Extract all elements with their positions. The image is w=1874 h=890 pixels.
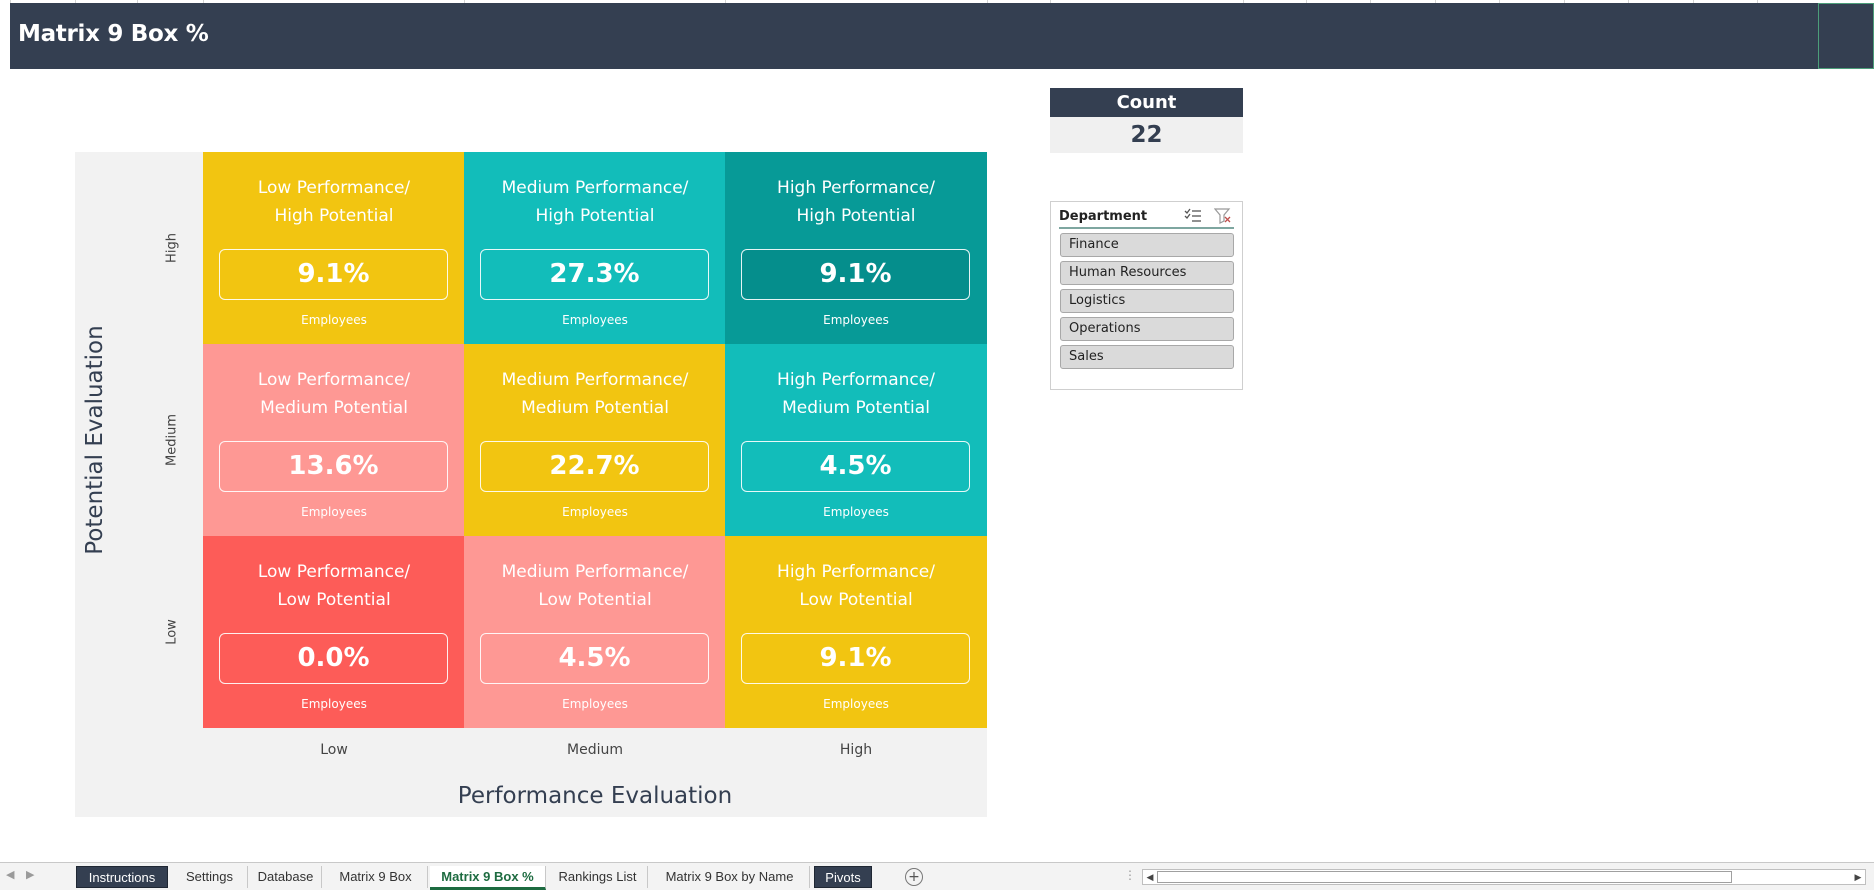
column-gridline (464, 0, 465, 3)
tab-database[interactable]: Database (250, 866, 322, 888)
cell-percentage: 0.0% (219, 633, 448, 684)
column-gridline (1499, 0, 1500, 3)
page-title: Matrix 9 Box % (18, 21, 209, 47)
tab-settings[interactable]: Settings (172, 866, 248, 888)
column-gridline (1693, 0, 1694, 3)
slicer-item-logistics[interactable]: Logistics (1060, 289, 1234, 313)
matrix-cell-med-perf-med-pot[interactable]: Medium Performance/ Medium Potential 22.… (464, 344, 726, 536)
column-gridline (1370, 0, 1371, 3)
column-gridline (1050, 0, 1051, 3)
cell-title: Medium Performance/ Medium Potential (501, 370, 689, 418)
tab-splitter-handle[interactable]: ⋮ (1124, 868, 1136, 882)
cell-percentage: 22.7% (480, 441, 709, 492)
cell-caption: Employees (301, 313, 367, 327)
scrollbar-thumb[interactable] (1157, 871, 1732, 883)
matrix-cell-low-perf-low-pot[interactable]: Low Performance/ Low Potential 0.0% Empl… (203, 536, 465, 728)
x-tick-medium: Medium (567, 742, 623, 758)
matrix-cell-high-perf-med-pot[interactable]: High Performance/ Medium Potential 4.5% … (725, 344, 987, 536)
column-gridline (725, 0, 726, 3)
column-gridline (1243, 0, 1244, 3)
cell-percentage: 13.6% (219, 441, 448, 492)
column-gridline (10, 0, 11, 3)
y-tick-high: High (164, 233, 180, 263)
tab-pivots[interactable]: Pivots (814, 866, 872, 888)
cell-title: Low Performance/ High Potential (257, 178, 411, 226)
multi-select-icon[interactable] (1183, 208, 1203, 226)
cell-caption: Employees (562, 505, 628, 519)
cell-caption: Employees (301, 697, 367, 711)
cell-title: High Performance/ Low Potential (777, 562, 935, 610)
column-gridline (137, 0, 138, 3)
slicer-item-finance[interactable]: Finance (1060, 233, 1234, 257)
tab-rankings-list[interactable]: Rankings List (548, 866, 648, 888)
cell-title: Low Performance/ Medium Potential (257, 370, 411, 418)
title-banner: Matrix 9 Box % (10, 3, 1874, 69)
column-gridline (1628, 0, 1629, 3)
column-gridline (75, 0, 76, 3)
matrix-cell-med-perf-low-pot[interactable]: Medium Performance/ Low Potential 4.5% E… (464, 536, 726, 728)
cell-caption: Employees (301, 505, 367, 519)
cell-percentage: 27.3% (480, 249, 709, 300)
column-gridline (203, 0, 204, 3)
cell-percentage: 4.5% (741, 441, 970, 492)
x-tick-high: High (839, 742, 873, 758)
cell-percentage: 9.1% (741, 249, 970, 300)
scroll-left-icon[interactable]: ◀ (1146, 872, 1154, 882)
matrix-cell-low-perf-high-pot[interactable]: Low Performance/ High Potential 9.1% Emp… (203, 152, 465, 344)
slicer-title: Department (1059, 209, 1148, 224)
column-gridline (1757, 0, 1758, 3)
y-tick-medium: Medium (164, 414, 180, 466)
count-card: Count 22 (1050, 88, 1243, 153)
count-value: 22 (1050, 117, 1243, 153)
matrix-cell-high-perf-low-pot[interactable]: High Performance/ Low Potential 9.1% Emp… (725, 536, 987, 728)
tab-instructions[interactable]: Instructions (76, 866, 168, 888)
cell-percentage: 4.5% (480, 633, 709, 684)
tab-scroll-left-icon[interactable]: ◀ (6, 869, 15, 881)
department-slicer[interactable]: Department Finance Human Resources Logis… (1050, 201, 1243, 390)
x-tick-low: Low (320, 742, 348, 758)
add-sheet-icon[interactable]: + (905, 868, 923, 886)
clear-filter-icon[interactable] (1213, 208, 1233, 226)
matrix-cell-low-perf-med-pot[interactable]: Low Performance/ Medium Potential 13.6% … (203, 344, 465, 536)
slicer-header: Department (1059, 206, 1234, 229)
matrix-cell-high-perf-high-pot[interactable]: High Performance/ High Potential 9.1% Em… (725, 152, 987, 344)
column-gridline (1306, 0, 1307, 3)
cell-title: Medium Performance/ Low Potential (501, 562, 689, 610)
cell-percentage: 9.1% (741, 633, 970, 684)
cell-percentage: 9.1% (219, 249, 448, 300)
cell-title: Low Performance/ Low Potential (257, 562, 411, 610)
column-gridline (1435, 0, 1436, 3)
cell-title: High Performance/ High Potential (777, 178, 935, 226)
scroll-right-icon[interactable]: ▶ (1854, 872, 1862, 882)
column-gridline (987, 0, 988, 3)
cell-caption: Employees (562, 313, 628, 327)
tab-matrix-9-box-pct[interactable]: Matrix 9 Box % (430, 866, 546, 890)
horizontal-scrollbar[interactable]: ◀ ▶ (1142, 869, 1866, 885)
tab-matrix-9-box[interactable]: Matrix 9 Box (324, 866, 428, 888)
y-axis-title: Potential Evaluation (82, 325, 108, 555)
cell-caption: Employees (823, 505, 889, 519)
cell-caption: Employees (823, 313, 889, 327)
sheet-tabs-bar: ◀ ▶ Instructions Settings Database Matri… (0, 862, 1874, 890)
selected-cell[interactable] (1818, 3, 1874, 69)
slicer-item-human-resources[interactable]: Human Resources (1060, 261, 1234, 285)
cell-caption: Employees (562, 697, 628, 711)
x-axis-title: Performance Evaluation (457, 783, 733, 809)
slicer-item-operations[interactable]: Operations (1060, 317, 1234, 341)
tab-matrix-9-box-by-name[interactable]: Matrix 9 Box by Name (650, 866, 810, 888)
cell-caption: Employees (823, 697, 889, 711)
matrix-cell-med-perf-high-pot[interactable]: Medium Performance/ High Potential 27.3%… (464, 152, 726, 344)
slicer-item-sales[interactable]: Sales (1060, 345, 1234, 369)
cell-title: Medium Performance/ High Potential (501, 178, 689, 226)
cell-title: High Performance/ Medium Potential (777, 370, 935, 418)
column-gridline (1564, 0, 1565, 3)
count-label: Count (1050, 88, 1243, 117)
y-tick-low: Low (164, 619, 180, 645)
tab-scroll-right-icon[interactable]: ▶ (26, 869, 35, 881)
